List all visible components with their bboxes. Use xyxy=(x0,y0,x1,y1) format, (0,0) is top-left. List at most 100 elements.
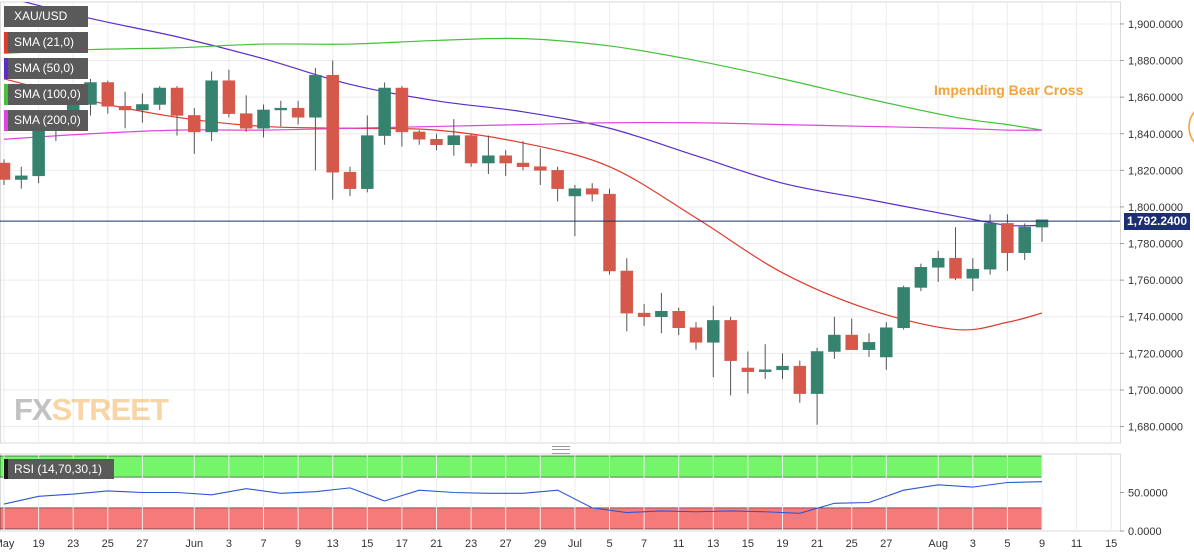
rsi-tick-label: 0.0000 xyxy=(1128,526,1162,538)
candle-body-bull xyxy=(862,342,876,350)
legend-item-sma50[interactable]: SMA (50,0) xyxy=(4,58,88,79)
candle-body-bear xyxy=(585,188,599,195)
legend-label-sma21: SMA (21,0) xyxy=(14,35,75,49)
time-tick-label: 11 xyxy=(1071,538,1082,550)
time-tick-label: 7 xyxy=(641,538,647,550)
price-tick-label: 1,740.0000 xyxy=(1128,312,1183,324)
candle-body-bear xyxy=(724,320,737,361)
time-tick-label: May xyxy=(0,538,15,550)
time-tick-label: 13 xyxy=(327,538,339,550)
legend-swatch-sma200 xyxy=(4,110,8,131)
candle-body-bear xyxy=(118,106,132,111)
candle-body-bear xyxy=(101,82,115,107)
legend: XAU/USD SMA (21,0) SMA (50,0) SMA (100,0… xyxy=(4,6,88,136)
candle-body-bear xyxy=(845,334,858,350)
time-tick-label: 21 xyxy=(430,538,442,550)
price-tick-label: 1,720.0000 xyxy=(1128,348,1183,360)
legend-item-sma21[interactable]: SMA (21,0) xyxy=(4,32,88,53)
time-tick-label: 15 xyxy=(1105,538,1117,550)
candle-body-bull xyxy=(153,87,166,105)
logo-street: STREET xyxy=(51,392,169,427)
time-tick-label: 27 xyxy=(880,538,892,550)
legend-item-symbol[interactable]: XAU/USD xyxy=(4,6,88,27)
time-tick-label: 9 xyxy=(295,538,301,550)
sma100-line xyxy=(3,37,1043,131)
candle-body-bear xyxy=(464,135,478,164)
time-tick-label: 3 xyxy=(226,538,232,550)
candle-body-bear xyxy=(741,367,755,372)
time-tick-label: 15 xyxy=(742,538,754,550)
candle-body-bull xyxy=(568,188,582,197)
time-tick-label: 3 xyxy=(970,538,976,550)
sma21-line xyxy=(3,78,1043,331)
candle-body-bear xyxy=(499,155,512,164)
candle-body-bull xyxy=(914,267,928,288)
time-tick-label: 15 xyxy=(361,538,373,550)
time-tick-label: 23 xyxy=(465,538,477,550)
candle-body-bear xyxy=(551,170,564,189)
time-tick-label: 29 xyxy=(534,538,546,550)
candle-body-bear xyxy=(534,166,547,171)
candle-body-bear xyxy=(170,87,184,116)
legend-item-sma200[interactable]: SMA (200,0) xyxy=(4,110,88,131)
pane-resize-handle[interactable] xyxy=(552,446,570,454)
sma50-line xyxy=(22,2,1043,227)
candle-body-bear xyxy=(689,327,703,343)
time-tick-label: 25 xyxy=(846,538,858,550)
price-tick-label: 1,820.0000 xyxy=(1128,165,1183,177)
time-tick-label: Aug xyxy=(928,538,948,550)
time-tick-label: 13 xyxy=(707,538,719,550)
price-tick-label: 1,840.0000 xyxy=(1128,129,1183,141)
candle-body-bull xyxy=(274,107,288,111)
candle-body-bear xyxy=(412,131,426,140)
rsi-legend-text: RSI (14,70,30,1) xyxy=(14,462,103,476)
time-tick-label: 17 xyxy=(396,538,408,550)
price-tick-label: 1,880.0000 xyxy=(1128,56,1183,68)
rsi-legend-swatch xyxy=(4,459,8,479)
rsi-tick-label: 50.0000 xyxy=(1128,488,1168,500)
time-tick-label: 5 xyxy=(606,538,612,550)
candle-body-bull xyxy=(707,320,720,343)
legend-item-sma100[interactable]: SMA (100,0) xyxy=(4,84,88,105)
candle-body-bear xyxy=(793,365,807,394)
candle-body-bull xyxy=(655,310,668,317)
candle-body-bull xyxy=(447,135,461,145)
rsi-line xyxy=(3,481,1043,514)
time-tick-label: Jun xyxy=(185,538,203,550)
candle-body-bull xyxy=(966,268,980,279)
logo-fx: FX xyxy=(14,392,53,427)
price-tick-label: 1,760.0000 xyxy=(1128,275,1183,287)
candle-body-bear xyxy=(1001,223,1014,253)
price-tick-label: 1,700.0000 xyxy=(1128,385,1183,397)
candle-body-bull xyxy=(828,334,841,352)
legend-label-sma200: SMA (200,0) xyxy=(14,113,81,127)
time-tick-label: 23 xyxy=(67,538,79,550)
legend-swatch-symbol xyxy=(4,6,8,27)
candle-body-bull xyxy=(257,109,270,129)
candle-body-bull xyxy=(205,80,218,133)
price-tick-label: 1,800.0000 xyxy=(1128,202,1183,214)
candle-body-bull xyxy=(776,365,789,371)
candle-body-bear xyxy=(637,312,651,317)
candle-body-bear xyxy=(239,113,253,129)
candle-body-bear xyxy=(672,310,685,328)
legend-label-sma100: SMA (100,0) xyxy=(14,87,81,101)
candle-body-bull xyxy=(880,327,893,358)
candle-body-bull xyxy=(378,87,391,136)
price-pane xyxy=(0,1,1121,444)
price-tick-label: 1,780.0000 xyxy=(1128,239,1183,251)
time-tick-label: 25 xyxy=(102,538,114,550)
candle-body-bear xyxy=(188,115,201,133)
time-tick-label: 11 xyxy=(673,538,684,550)
time-tick-label: 9 xyxy=(1039,538,1045,550)
candle-body-bull xyxy=(810,351,824,394)
candle-body-bear xyxy=(395,87,409,133)
time-tick-label: 21 xyxy=(811,538,823,550)
fxstreet-logo: FXSTREET xyxy=(14,392,169,428)
legend-swatch-sma100 xyxy=(4,84,8,105)
candle-body-bear xyxy=(949,257,962,279)
candle-body-bull xyxy=(136,104,149,111)
rsi-legend-label[interactable]: RSI (14,70,30,1) xyxy=(4,459,114,479)
candle-body-bear xyxy=(291,107,305,118)
